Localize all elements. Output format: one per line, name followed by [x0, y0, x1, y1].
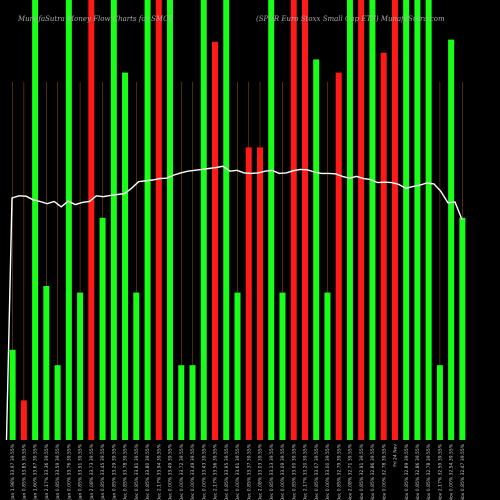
x-tick-label: Fri 22 Dec 0.00% 33.49 39.55% [168, 443, 174, 500]
x-tick-label: Fri 15 Dec 0.85% 33.95 39.55% [224, 443, 230, 500]
bar [448, 39, 455, 440]
x-tick-label: Fri 05 Jan 0.85% 33.91 39.55% [78, 443, 84, 500]
x-tick-label: Wed 29 Nov 0.85% 32.91 39.55% [359, 443, 365, 500]
bar [335, 72, 342, 440]
bar [234, 292, 241, 440]
bar [133, 292, 140, 440]
bar [346, 0, 353, 440]
x-tick-label: Wed 03 Jan 0.85% 33.45 39.55% [100, 443, 106, 500]
x-tick-label: Thu 30 Nov 2.08% 32.71 39.55% [348, 443, 354, 500]
x-tick-label: Thu 28 Dec 0.85% 33.81 39.55% [134, 443, 140, 500]
x-tick-label: Wed 20 Dec 0.00% 33.49 39.55% [190, 443, 196, 500]
bar [301, 0, 308, 440]
x-tick-label: Thu 16 Nov 0.00% 32.54 39.55% [449, 443, 455, 500]
money-flow-line [5, 165, 463, 441]
bar [54, 365, 61, 440]
bar [324, 292, 331, 440]
bar [178, 365, 185, 440]
bar [20, 400, 27, 440]
chart-title-left: MunafaSutra Money Flow Charts for SMCE [17, 15, 174, 23]
x-tick-label: Tue 21 Nov 0.85% 32.86 39.55% [415, 443, 421, 500]
x-tick-label: Wed 13 Dec 0.85% 33.37 39.55% [246, 443, 252, 500]
bar [268, 0, 275, 440]
x-tick-label: Mon 11 Dec 0.85% 33.13 39.55% [269, 443, 275, 500]
bar [459, 217, 466, 440]
x-tick-label: Thu 04 Jan 2.08% 33.73 39.55% [89, 443, 95, 500]
bar [369, 0, 376, 440]
bar [99, 217, 106, 440]
bar [155, 0, 162, 440]
bar [122, 72, 129, 440]
x-tick-label: Wed 10 Jan 2.17% 33.36 39.55% [44, 443, 50, 500]
x-tick-label: Tue 05 Dec 0.85% 33.07 39.55% [314, 443, 320, 500]
bar [414, 0, 421, 440]
x-tick-label: Mon 20 Nov 0.85% 32.78 39.55% [426, 443, 432, 500]
x-tick-label: Thu 11 Jan 1.60% 33.67 39.55% [33, 443, 39, 500]
x-tick-label: Wed 15 Nov 0.85% 32.47 39.55% [460, 443, 466, 500]
x-tick-label: Tue 09 Jan 0.85% 33.59 39.55% [55, 443, 61, 500]
x-tick-label: Fri 17 Nov 2.17% 32.59 39.55% [437, 443, 443, 500]
chart-title-right: (SPDR Euro Stoxx Small Cap ETF) MunafaSu… [256, 15, 445, 23]
bar [9, 349, 16, 440]
x-tick-label: Fri 12 Jan 0.85% 33.85 39.55% [21, 443, 27, 500]
x-tick-label: Wed 06 Dec 2.17% 33.20 39.55% [303, 443, 309, 500]
bar [245, 147, 252, 440]
bar [43, 286, 50, 440]
x-tick-label: Tue 19 Dec 0.00% 33.43 39.55% [201, 443, 207, 500]
bar [65, 0, 72, 440]
bar [358, 0, 365, 440]
x-tick-label: Tue 12 Dec 2.08% 33.03 39.55% [258, 443, 264, 500]
x-tick-label: Thu 14 Dec 0.00% 33.61 39.55% [235, 443, 241, 500]
bar [189, 365, 196, 440]
bar [200, 0, 207, 440]
x-tick-label: Thu 21 Dec 0.00% 33.72 39.55% [179, 443, 185, 500]
bar [436, 365, 443, 440]
x-tick-label: Thu 07 Dec 0.85% 33.00 39.55% [291, 443, 297, 500]
x-tick-label: Mon 04 Dec 0.00% 33.00 39.55% [325, 443, 331, 500]
x-tick-label: Wed 27 Dec 0.85% 33.80 39.55% [145, 443, 151, 500]
x-tick-label: Mon 18 Dec 2.17% 33.56 39.55% [213, 443, 219, 500]
bar [279, 292, 286, 440]
bar [167, 0, 174, 440]
bar [223, 0, 230, 440]
x-tick-label: Tue 02 Jan 0.85% 33.29 39.55% [111, 443, 117, 500]
x-tick-label: Fri 08 Dec 0.00% 33.09 39.55% [280, 443, 286, 500]
bar [403, 0, 410, 440]
bar [110, 0, 117, 440]
x-tick-label: Tue 26 Dec 2.17% 33.94 39.55% [156, 443, 162, 500]
bar [313, 59, 320, 441]
x-tick-label: Fri 29 Dec 0.85% 33.78 39.55% [123, 443, 129, 500]
bar [144, 0, 151, 440]
bar [256, 147, 263, 440]
bar [77, 292, 84, 440]
bar [425, 0, 432, 440]
bar [391, 0, 398, 440]
x-tick-label: Mon 15 Jan 1.98% 33.97 39.55% [10, 443, 16, 500]
x-tick-label: Wed 22 Nov 0.85% 32.89 39.55% [404, 443, 410, 500]
x-tick-label: Mon 27 Nov 0.00% 32.78 39.55% [381, 443, 387, 500]
bar [32, 0, 39, 440]
x-tick-label: Mon 08 Jan 0.00% 33.76 39.55% [66, 443, 72, 500]
x-tick-label: Fri 01 Dec 0.85% 32.79 39.55% [336, 443, 342, 500]
bars [9, 0, 466, 441]
x-axis-labels: Mon 15 Jan 1.98% 33.97 39.55% Fri 12 Jan … [10, 443, 466, 500]
bar [380, 52, 387, 441]
bar [212, 41, 219, 441]
bar [290, 0, 297, 440]
x-tick-label: Fri 24 Nov [393, 444, 399, 467]
bar [88, 0, 95, 440]
x-tick-label: Tue 28 Nov 0.85% 32.86 39.55% [370, 443, 376, 500]
